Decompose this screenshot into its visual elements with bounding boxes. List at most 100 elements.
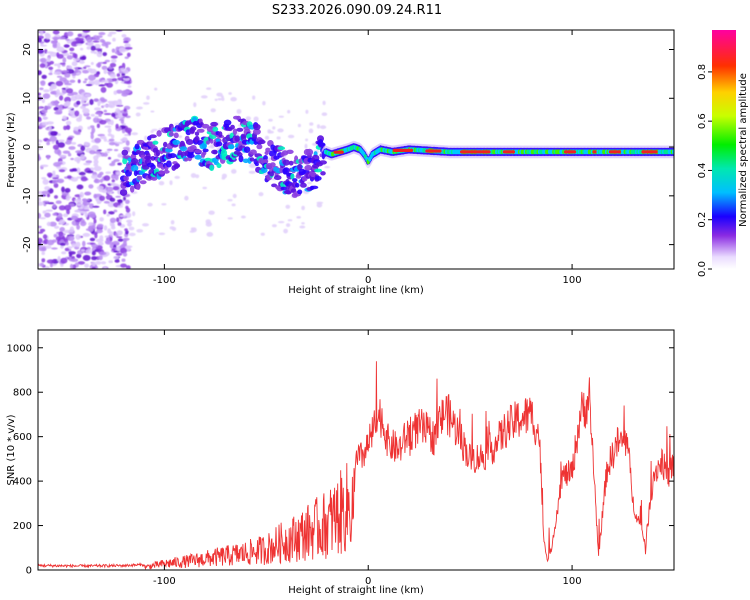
noise-blob <box>52 213 57 216</box>
noise-blob <box>54 195 58 199</box>
snr-ytick-label: 800 <box>13 388 32 399</box>
noise-blob <box>75 234 81 240</box>
noise-blob <box>75 150 83 154</box>
noise-blob <box>100 261 107 265</box>
ridge-blob <box>249 157 255 162</box>
noise-blob <box>40 80 46 86</box>
noise-blob <box>102 52 107 57</box>
spectrogram-ytick-label: 20 <box>22 43 33 56</box>
noise-blob <box>122 137 128 141</box>
ridge-blob <box>288 160 294 166</box>
noise-blob <box>125 265 131 269</box>
noise-blob <box>53 162 62 167</box>
noise-blob <box>38 49 44 54</box>
ridge-blob <box>258 139 266 145</box>
noise-blob <box>125 205 129 210</box>
noise-blob <box>200 95 208 99</box>
noise-blob <box>99 217 104 222</box>
ridge-blob <box>223 119 232 126</box>
noise-blob <box>260 232 265 236</box>
noise-blob <box>84 211 88 218</box>
noise-blob <box>91 256 98 261</box>
ridge-blob <box>249 149 257 155</box>
noise-blob <box>161 203 167 206</box>
noise-blob <box>301 222 305 225</box>
noise-blob <box>322 100 326 106</box>
noise-blob <box>107 33 113 37</box>
noise-blob <box>49 221 57 227</box>
snr-ytick-label: 600 <box>13 432 32 443</box>
noise-blob <box>59 62 66 65</box>
noise-blob <box>117 205 123 208</box>
noise-blob <box>135 112 141 117</box>
noise-blob <box>55 200 62 204</box>
noise-blob <box>77 261 86 265</box>
noise-blob <box>118 70 124 74</box>
noise-blob <box>93 193 97 199</box>
noise-blob <box>100 135 107 140</box>
noise-blob <box>65 101 71 106</box>
noise-blob <box>115 195 121 198</box>
noise-blob <box>52 30 60 35</box>
ridge-blob <box>314 176 322 181</box>
noise-blob <box>67 153 72 157</box>
noise-blob <box>88 74 96 81</box>
ridge-peak <box>608 150 621 154</box>
noise-blob <box>122 76 130 79</box>
noise-blob <box>58 104 63 109</box>
noise-blob <box>100 178 103 183</box>
noise-blob <box>84 142 91 147</box>
ridge-blob <box>136 183 141 190</box>
noise-blob <box>38 225 42 229</box>
noise-blob <box>66 107 73 110</box>
noise-blob <box>80 145 86 152</box>
noise-blob <box>56 89 61 95</box>
colorbar: 0.0 0.2 0.4 0.6 0.8 Normalized spectral ampl… <box>697 30 749 277</box>
noise-blob <box>92 35 99 41</box>
noise-blob <box>38 92 42 96</box>
noise-blob <box>98 31 106 36</box>
noise-blob <box>38 143 41 146</box>
noise-blob <box>76 167 81 174</box>
spectrogram-ytick-label: 0 <box>22 144 33 150</box>
ridge-blob <box>174 164 181 168</box>
noise-blob <box>169 180 173 186</box>
noise-blob <box>307 181 312 185</box>
noise-blob <box>111 48 116 53</box>
noise-blob <box>44 105 51 110</box>
noise-blob <box>44 245 52 249</box>
snr-plot-area <box>38 330 674 570</box>
noise-blob <box>65 124 71 130</box>
noise-blob <box>78 113 83 120</box>
noise-blob <box>132 211 136 217</box>
noise-blob <box>73 126 79 131</box>
noise-blob <box>268 118 273 122</box>
noise-blob <box>147 202 153 207</box>
noise-blob <box>122 146 131 150</box>
noise-blob <box>62 115 67 121</box>
noise-blob <box>150 110 155 113</box>
noise-blob <box>85 160 93 164</box>
ridge-blob <box>150 156 156 161</box>
noise-blob <box>296 216 302 219</box>
noise-blob <box>102 104 110 107</box>
noise-blob <box>120 263 127 268</box>
noise-blob <box>125 140 130 146</box>
noise-blob <box>69 79 76 84</box>
noise-blob <box>82 198 87 202</box>
ridge-blob <box>163 169 170 174</box>
colorbar-label: Normalized spectral amplitude <box>738 73 749 227</box>
noise-blob <box>249 163 256 168</box>
noise-blob <box>80 249 85 252</box>
noise-blob <box>121 34 127 38</box>
noise-blob <box>142 223 149 227</box>
noise-blob <box>103 209 107 215</box>
ridge-blob <box>256 144 263 150</box>
noise-blob <box>82 66 87 69</box>
noise-blob <box>94 107 101 111</box>
noise-blob <box>82 240 86 247</box>
noise-blob <box>82 108 90 114</box>
ridge-blob <box>215 138 220 143</box>
noise-blob <box>228 92 232 95</box>
noise-blob <box>105 171 112 174</box>
